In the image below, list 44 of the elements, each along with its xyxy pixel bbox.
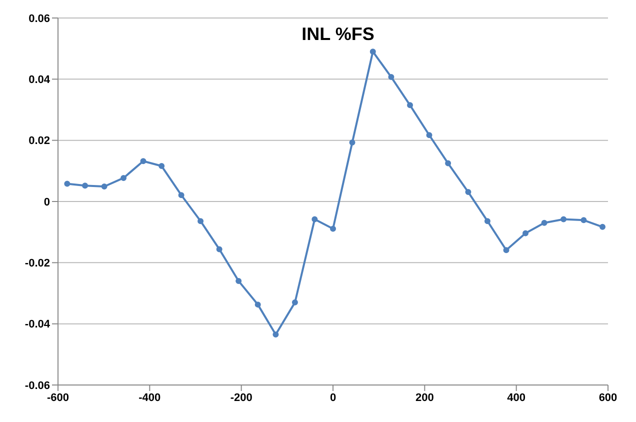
point: [407, 102, 413, 108]
y-tick-label: -0.04: [24, 318, 51, 331]
point: [580, 217, 587, 224]
point: [178, 192, 184, 198]
x-tick-label: -600: [46, 392, 70, 404]
x-tick-label: 200: [415, 392, 434, 404]
point: [140, 158, 146, 164]
x-tick-label: 400: [507, 392, 526, 404]
point: [198, 218, 204, 224]
point: [101, 184, 108, 190]
point: [216, 246, 222, 252]
point: [465, 189, 472, 196]
point: [82, 182, 88, 189]
chart-title: INL %FS: [300, 24, 376, 45]
y-tick-label: -0.06: [24, 380, 50, 392]
y-tick-label: 0.06: [28, 12, 50, 25]
point: [541, 220, 548, 226]
x-tick-label: 0: [330, 392, 336, 404]
point: [445, 160, 452, 166]
y-tick-label: 0: [44, 196, 50, 208]
point: [330, 226, 336, 232]
point: [349, 139, 356, 146]
point: [503, 247, 510, 254]
point: [560, 216, 567, 222]
point: [120, 174, 127, 181]
y-tick-label: 0.04: [28, 74, 51, 86]
point: [388, 74, 394, 80]
point: [370, 48, 376, 55]
x-tick-label: -200: [230, 392, 252, 404]
y-tick-label: -0.02: [24, 258, 50, 270]
y-tick-label: 0.02: [28, 135, 50, 148]
point: [522, 230, 528, 236]
point: [236, 278, 242, 284]
point: [292, 299, 298, 306]
point: [254, 302, 261, 308]
point: [312, 216, 318, 222]
point: [158, 163, 165, 170]
x-tick-label: 600: [598, 392, 618, 404]
point: [426, 132, 432, 138]
x-tick-label: -400: [138, 392, 161, 404]
point: [272, 332, 279, 338]
point: [64, 180, 70, 187]
point: [600, 224, 606, 230]
point: [484, 218, 490, 224]
